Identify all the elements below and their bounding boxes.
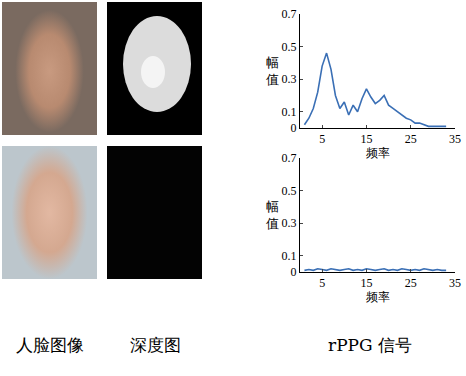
svg-text:5: 5 bbox=[319, 276, 325, 290]
svg-text:频率: 频率 bbox=[366, 146, 390, 160]
svg-text:幅值: 幅值 bbox=[266, 199, 279, 231]
html-text:人脸图像: 人脸图像 bbox=[16, 335, 84, 355]
svg-text:25: 25 bbox=[405, 276, 417, 290]
svg-text:幅值: 幅值 bbox=[266, 55, 279, 87]
svg-text:25: 25 bbox=[405, 132, 417, 146]
svg-text:0.3: 0.3 bbox=[282, 216, 297, 230]
svg-text:5: 5 bbox=[319, 132, 325, 146]
svg-text:0.1: 0.1 bbox=[282, 105, 297, 119]
svg-text:15: 15 bbox=[360, 132, 372, 146]
svg-text:0.3: 0.3 bbox=[282, 72, 297, 86]
html-text:深度图: 深度图 bbox=[129, 335, 181, 355]
svg-text:15: 15 bbox=[360, 276, 372, 290]
svg-text:35: 35 bbox=[449, 276, 461, 290]
svg-text:0: 0 bbox=[291, 121, 297, 135]
svg-text:0.1: 0.1 bbox=[282, 249, 297, 263]
svg-text:频率: 频率 bbox=[366, 290, 390, 304]
svg-text:35: 35 bbox=[449, 132, 461, 146]
html-text:rPPG 信号: rPPG 信号 bbox=[328, 335, 412, 355]
svg-text:0.5: 0.5 bbox=[282, 40, 297, 54]
svg-text:0.7: 0.7 bbox=[282, 151, 297, 165]
svg-text:0.5: 0.5 bbox=[282, 184, 297, 198]
svg-text:0: 0 bbox=[291, 265, 297, 279]
svg-text:0.7: 0.7 bbox=[282, 7, 297, 21]
